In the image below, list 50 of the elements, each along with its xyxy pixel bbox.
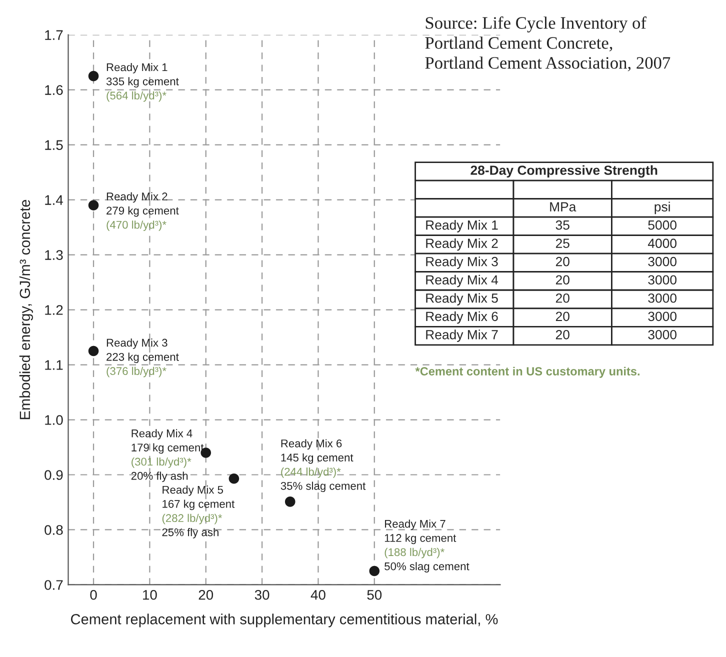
- data-label: 3000: [648, 275, 676, 285]
- data-label: 3000: [648, 330, 676, 340]
- data-label: 5000: [648, 220, 676, 230]
- annotation: Ready Mix 6 145 kg cement (244 lb/yd³)* 35% slag cement: [280, 439, 366, 492]
- y-tick-label: 1.6: [45, 85, 63, 95]
- y-tick-label: 1.3: [45, 250, 63, 260]
- data-label: 25: [556, 238, 570, 248]
- y-tick-label: 1.7: [45, 30, 63, 40]
- y-tick-label: 1.2: [45, 305, 63, 315]
- data-label: 20: [556, 256, 570, 266]
- annotation: Ready Mix 7 112 kg cement (188 lb/yd³)* 50% slag cement: [384, 520, 470, 572]
- y-tick-label: 0.9: [44, 470, 63, 480]
- x-tick-label: 30: [254, 590, 270, 600]
- series-label: psi: [654, 202, 670, 214]
- text: 28-Day Compressive Strength: [470, 165, 658, 178]
- annotation: Ready Mix 3 223 kg cement (376 lb/yd³)*: [106, 338, 179, 378]
- category-label: Ready Mix 5: [426, 293, 498, 306]
- category-label: Ready Mix 7: [426, 330, 498, 342]
- x-tick-label: 50: [367, 590, 382, 600]
- annotation: Ready Mix 4 179 kg cement (301 lb/yd³)* 20% fly ash: [131, 429, 204, 482]
- series-label: MPa: [550, 202, 576, 212]
- x-tick-label: 10: [143, 590, 157, 600]
- annotation: Source: Life Cycle Inventory of Portland Cement Concrete, Portland Cement Association, 2007: [425, 16, 670, 72]
- x-tick-label: 20: [198, 590, 214, 600]
- data-label: 20: [556, 312, 570, 322]
- data-label: 20: [556, 275, 570, 285]
- annotation: Ready Mix 1 335 kg cement (564 lb/yd³)*: [106, 63, 179, 102]
- y-tick-label: 1.4: [45, 195, 63, 205]
- x-tick-label: 40: [310, 590, 326, 600]
- y-tick-label: 0.8: [44, 525, 63, 535]
- y-tick-label: 0.7: [44, 580, 63, 590]
- category-label: Ready Mix 6: [426, 311, 498, 324]
- data-label: 3000: [648, 256, 676, 266]
- category-label: Ready Mix 1: [426, 220, 498, 232]
- annotation: *Cement content in US customary units.: [415, 366, 640, 378]
- y-tick-label: 1.0: [45, 415, 63, 425]
- y-tick-label: 1.5: [45, 140, 63, 150]
- category-label: Ready Mix 2: [426, 238, 498, 251]
- data-label: 3000: [648, 293, 676, 303]
- data-label: 20: [556, 330, 570, 340]
- category-label: Ready Mix 4: [426, 274, 498, 288]
- category-label: Ready Mix 3: [426, 256, 498, 269]
- y-axis-title: Embodied energy, GJ/m³ concrete: [19, 200, 33, 420]
- data-label: 35: [556, 220, 570, 230]
- data-label: 4000: [648, 238, 676, 248]
- data-label: 20: [556, 293, 570, 303]
- x-axis-title: Cement replacement with supplementary cementitious material, %: [71, 614, 498, 628]
- x-tick-label: 0: [90, 590, 97, 600]
- y-tick-label: 1.1: [45, 360, 63, 370]
- data-label: 3000: [648, 312, 676, 322]
